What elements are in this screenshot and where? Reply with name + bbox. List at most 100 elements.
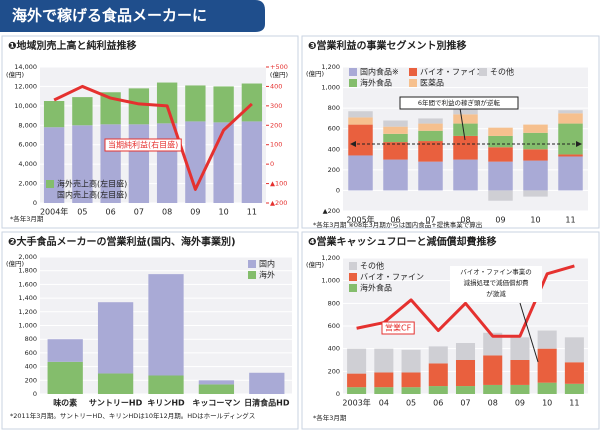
line-label-box bbox=[104, 138, 182, 152]
y2-tick-label: 100 bbox=[270, 141, 282, 149]
y-tick-label: 1,800 bbox=[18, 267, 37, 275]
legend-label: 国内 bbox=[259, 259, 275, 269]
annotation-box bbox=[450, 266, 542, 302]
annotation: バイオ・ファイン事業の bbox=[460, 267, 532, 276]
bar bbox=[213, 86, 234, 123]
annotation: 減損処理で減価償却費 bbox=[464, 278, 530, 287]
bar bbox=[488, 190, 513, 201]
y-tick-label: 200 bbox=[25, 376, 37, 384]
legend-label: 海外売上高(左目盛) bbox=[57, 179, 127, 189]
bar bbox=[523, 190, 548, 197]
x-tick-label: 08 bbox=[460, 216, 470, 225]
bar bbox=[97, 373, 134, 394]
legend-label: 海外食品 bbox=[360, 78, 392, 88]
y2-tick-label: ▲100 bbox=[270, 180, 287, 188]
bar bbox=[558, 154, 583, 157]
panel bbox=[301, 35, 600, 229]
x-tick-label: 05 bbox=[406, 399, 416, 408]
bar bbox=[564, 362, 584, 384]
bar bbox=[418, 118, 443, 124]
bar bbox=[564, 337, 584, 363]
bar bbox=[401, 372, 421, 388]
bar bbox=[428, 346, 448, 364]
bar bbox=[537, 382, 557, 394]
legend-label: 国内食品※ bbox=[360, 67, 399, 77]
bar bbox=[347, 373, 367, 388]
legend-label: その他 bbox=[360, 261, 384, 271]
y-tick-label: 1,200 bbox=[321, 63, 340, 71]
bar bbox=[558, 110, 583, 114]
bar bbox=[523, 149, 548, 161]
y-tick-label: 0 bbox=[33, 199, 37, 207]
bar bbox=[418, 141, 443, 162]
x-tick-label: 06 bbox=[433, 399, 443, 408]
y-tick-label: 0 bbox=[336, 390, 340, 398]
bar bbox=[47, 361, 83, 394]
x-tick-label: 11 bbox=[565, 216, 575, 225]
bar bbox=[523, 124, 548, 133]
y-tick-label: 600 bbox=[328, 125, 340, 133]
line-label: 営業CF bbox=[385, 323, 412, 333]
x-tick-label: 11 bbox=[247, 208, 257, 217]
y-tick-label: 10,000 bbox=[14, 102, 37, 110]
bar bbox=[455, 360, 476, 387]
bar bbox=[537, 348, 557, 383]
bar bbox=[510, 384, 530, 394]
annotation: が激減 bbox=[486, 289, 506, 298]
y-tick-label: 1,000 bbox=[321, 84, 340, 92]
legend-swatch bbox=[479, 68, 487, 76]
bar bbox=[347, 387, 367, 394]
y-tick-label: 800 bbox=[25, 335, 37, 343]
line-label-box bbox=[381, 321, 415, 335]
bar bbox=[97, 302, 134, 374]
legend-swatch bbox=[248, 260, 256, 268]
bar bbox=[558, 113, 583, 124]
bar bbox=[488, 127, 513, 136]
bar bbox=[185, 85, 206, 122]
bar bbox=[249, 372, 285, 394]
y-tick-label: 400 bbox=[328, 345, 340, 353]
x-tick-label: 08 bbox=[162, 208, 172, 217]
y-axis-label: (億円) bbox=[306, 69, 324, 78]
y2-tick-label: 300 bbox=[270, 102, 282, 110]
bar bbox=[213, 122, 234, 203]
bar bbox=[510, 360, 530, 385]
legend-label: バイオ・ファイン bbox=[360, 273, 424, 282]
x-tick-label: 2003年 bbox=[342, 398, 370, 408]
legend-swatch bbox=[409, 79, 417, 87]
bar bbox=[348, 117, 373, 125]
legend-label: 海外 bbox=[259, 270, 275, 280]
annotation-box bbox=[399, 96, 519, 110]
y2-tick-label: +500 bbox=[270, 63, 288, 71]
bar bbox=[374, 372, 394, 388]
bar bbox=[383, 142, 408, 160]
bar bbox=[483, 332, 503, 356]
bar bbox=[453, 135, 478, 160]
legend-label: 医薬品 bbox=[420, 78, 444, 88]
y2-axis-label: (億円) bbox=[270, 70, 288, 79]
bar bbox=[558, 156, 583, 191]
bar bbox=[453, 123, 478, 136]
bar bbox=[148, 274, 184, 376]
bar bbox=[523, 132, 548, 150]
bar bbox=[198, 384, 235, 394]
y-tick-label: 400 bbox=[25, 363, 37, 371]
bar bbox=[383, 159, 408, 191]
bar bbox=[564, 383, 584, 394]
legend-swatch bbox=[46, 191, 54, 199]
panel bbox=[1, 35, 299, 229]
x-tick-label: 味の素 bbox=[53, 398, 77, 408]
y-tick-label: 200 bbox=[328, 166, 340, 174]
bar bbox=[128, 88, 150, 125]
x-tick-label: 07 bbox=[134, 208, 144, 217]
bar bbox=[374, 348, 394, 373]
bar bbox=[348, 111, 373, 118]
legend-swatch bbox=[46, 180, 54, 188]
y-axis-label: (億円) bbox=[306, 260, 324, 269]
bar bbox=[418, 123, 443, 131]
y2-tick-label: 0 bbox=[270, 160, 274, 168]
legend-swatch bbox=[349, 68, 357, 76]
x-tick-label: 09 bbox=[190, 208, 200, 217]
bar bbox=[401, 349, 421, 373]
bar bbox=[453, 159, 478, 191]
